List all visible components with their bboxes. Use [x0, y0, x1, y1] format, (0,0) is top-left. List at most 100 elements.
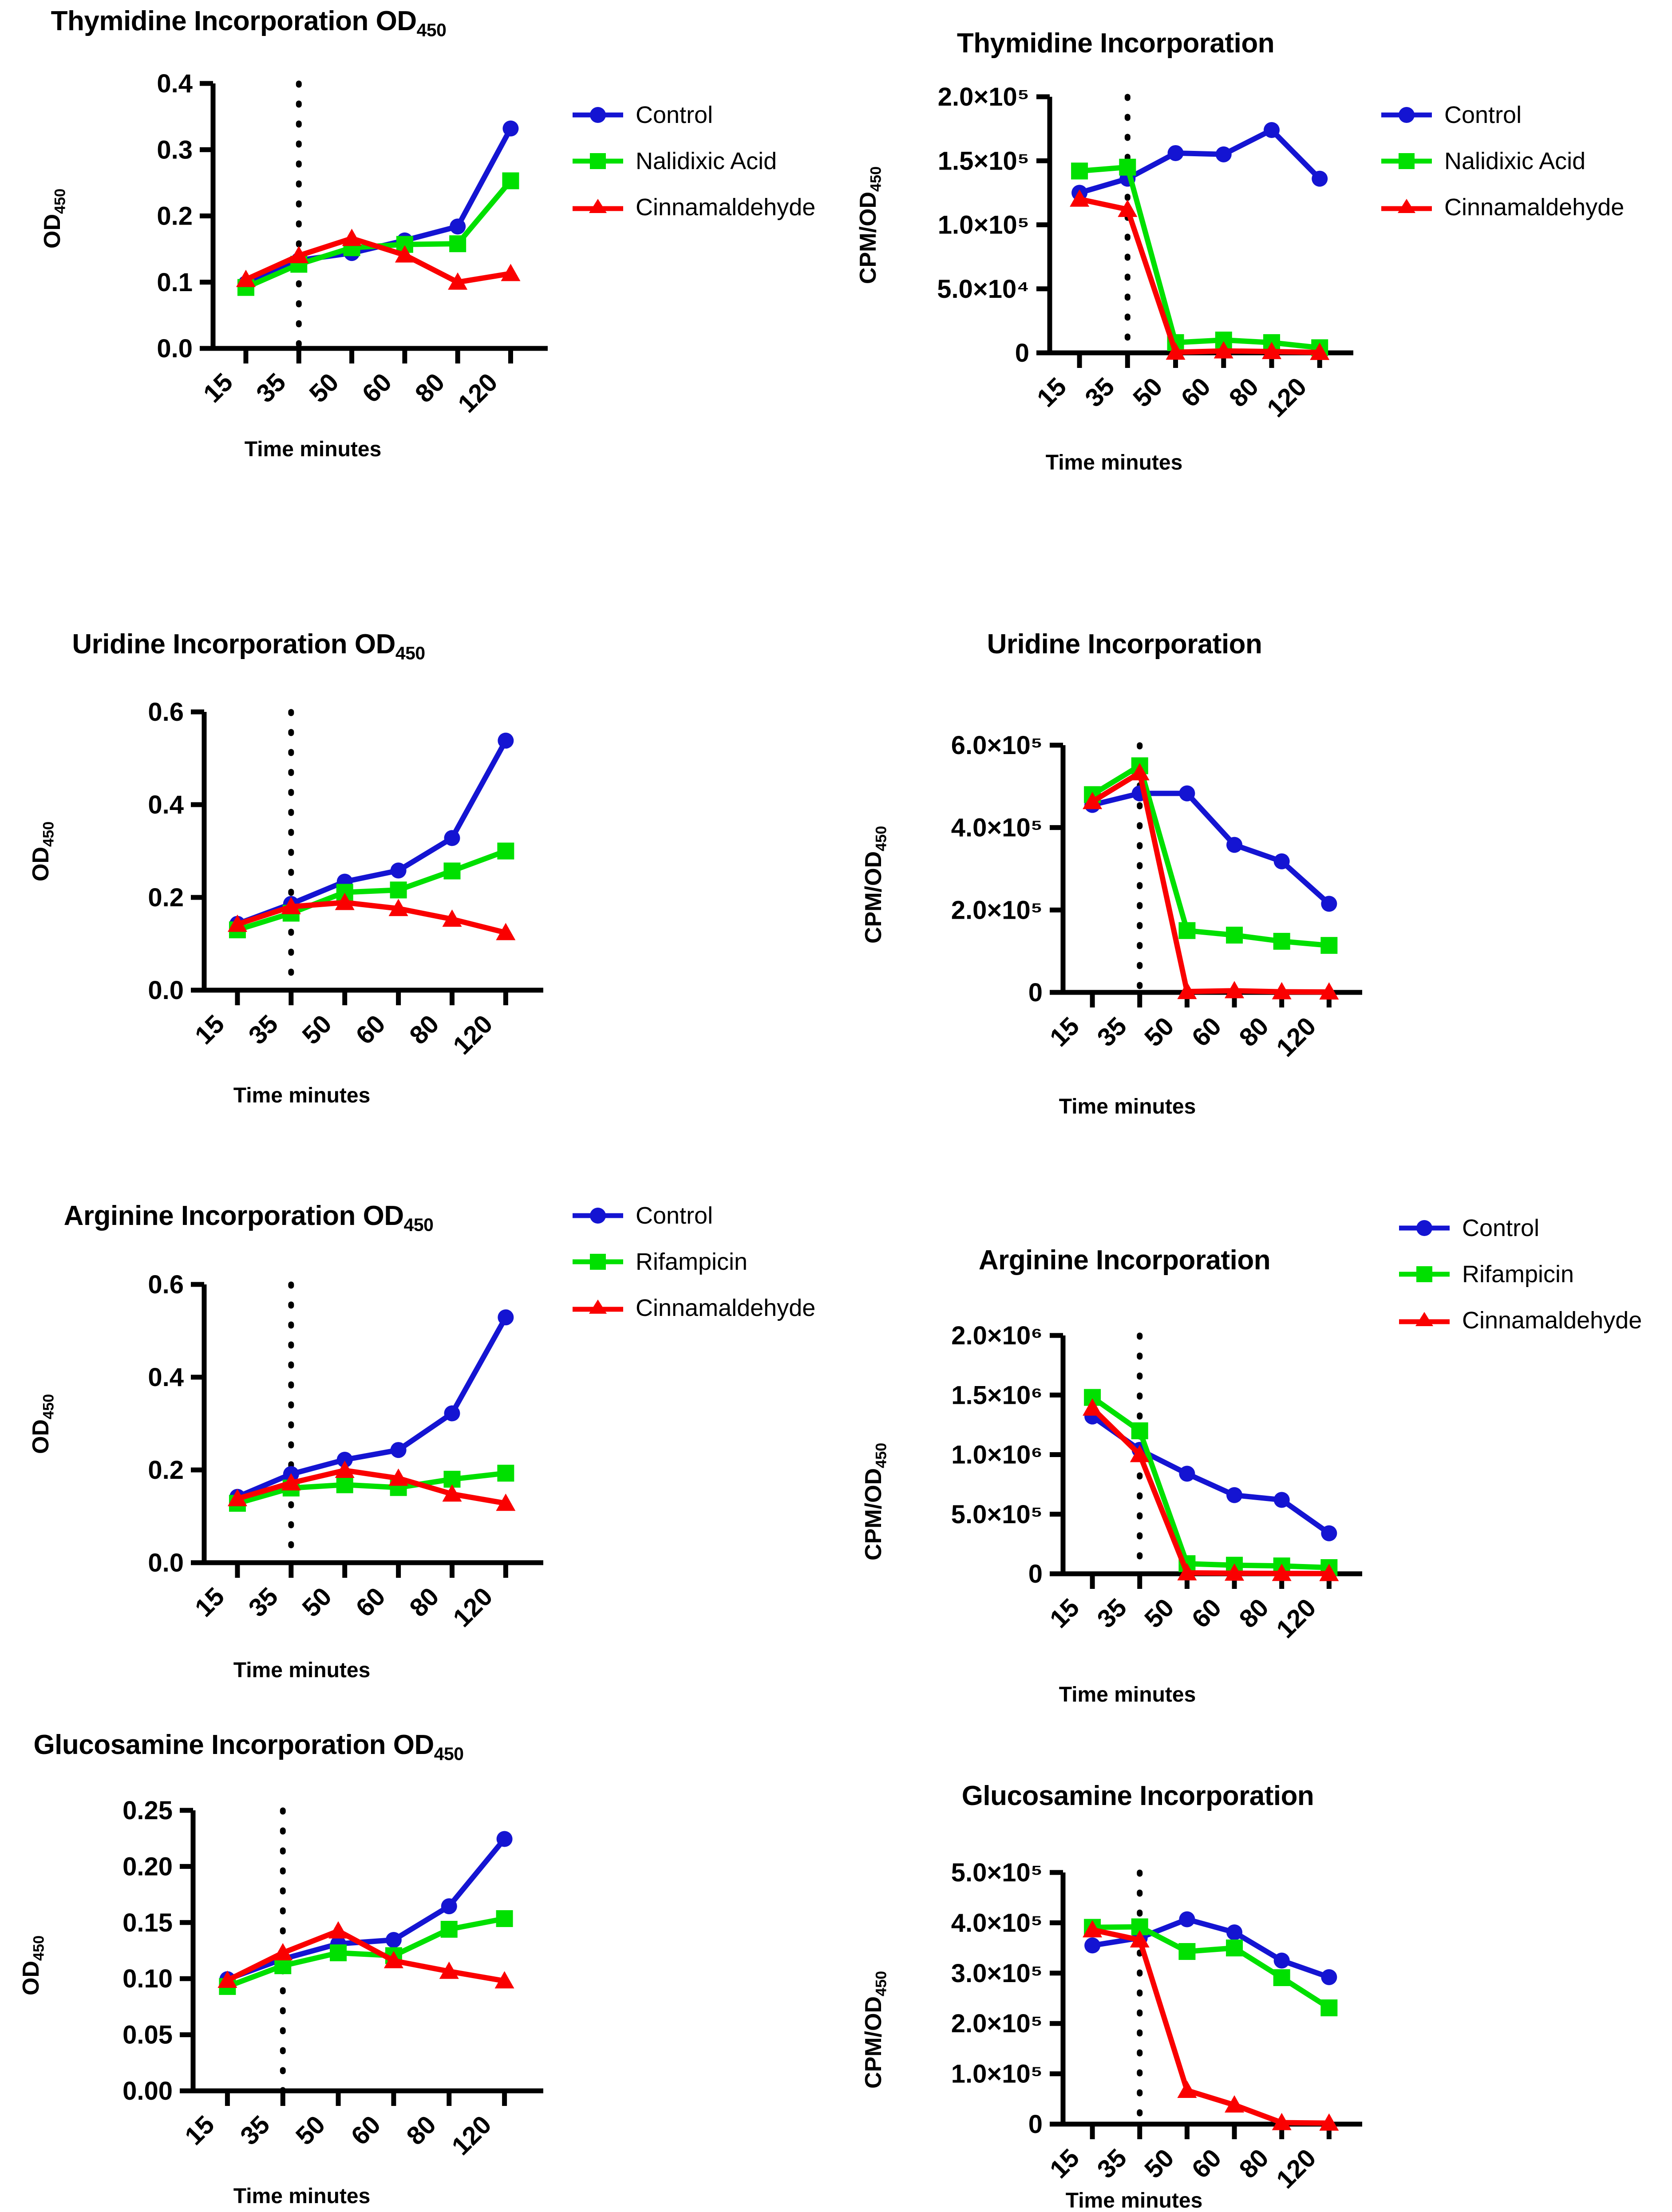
legend-item-control[interactable]: Control [572, 101, 815, 129]
svg-text:0.6: 0.6 [148, 698, 184, 727]
svg-text:120: 120 [1271, 2143, 1321, 2194]
svg-text:1.0×10⁵: 1.0×10⁵ [938, 211, 1029, 240]
panel-title: Thymidine Incorporation [957, 28, 1275, 59]
legend: Control Rifampicin Cinnamaldehyde [1398, 1214, 1642, 1353]
svg-text:0.05: 0.05 [123, 2021, 173, 2050]
legend-key-circle-icon [572, 1205, 624, 1226]
svg-text:2.0×10⁵: 2.0×10⁵ [938, 83, 1029, 111]
svg-text:0.2: 0.2 [148, 883, 184, 912]
y-axis-title: OD450 [28, 821, 57, 881]
panel-thymidine-cpm: Thymidine Incorporation CPM/OD450 Time m… [826, 0, 1672, 553]
legend: Control Nalidixic Acid Cinnamaldehyde [1380, 101, 1624, 240]
legend-label: Control [1444, 102, 1522, 128]
svg-text:60: 60 [350, 1009, 391, 1050]
legend-item-cinnamaldehyde[interactable]: Cinnamaldehyde [1398, 1307, 1642, 1334]
panel-title: Glucosamine Incorporation OD450 [33, 1730, 464, 1764]
legend-item-antibiotic[interactable]: Nalidixic Acid [1380, 147, 1624, 175]
svg-text:120: 120 [1261, 372, 1312, 423]
svg-text:50: 50 [1139, 1011, 1180, 1052]
legend-item-control[interactable]: Control [572, 1202, 815, 1229]
svg-text:0.4: 0.4 [148, 1363, 184, 1392]
plot-area: 0 5.0×10⁵ 1.0×10⁶ 1.5×10⁶ 2.0×10⁶ 15 35 50 60 80 1… [930, 1321, 1374, 1665]
legend-item-antibiotic[interactable]: Nalidixic Acid [572, 147, 815, 175]
svg-text:4.0×10⁵: 4.0×10⁵ [951, 1908, 1043, 1937]
legend-item-antibiotic[interactable]: Rifampicin [1398, 1260, 1642, 1288]
y-axis-title: CPM/OD450 [861, 1442, 890, 1560]
svg-text:0: 0 [1028, 1560, 1043, 1588]
legend-item-cinnamaldehyde[interactable]: Cinnamaldehyde [572, 1294, 815, 1322]
svg-text:0.6: 0.6 [148, 1270, 184, 1299]
y-axis-title: OD450 [28, 1394, 57, 1454]
svg-text:120: 120 [1271, 1011, 1321, 1062]
svg-text:60: 60 [1186, 1011, 1227, 1052]
panel-glucosamine-cpm: Glucosamine Incorporation CPM/OD450 Time… [826, 1698, 1672, 2212]
svg-text:50: 50 [304, 367, 344, 408]
legend-key-square-icon [1398, 1264, 1451, 1284]
svg-text:80: 80 [401, 2110, 442, 2151]
panel-title: Glucosamine Incorporation [961, 1781, 1314, 1811]
svg-text:60: 60 [1186, 1593, 1227, 1634]
svg-text:15: 15 [179, 2110, 220, 2151]
svg-text:50: 50 [1139, 1593, 1180, 1634]
plot-area: 0 5.0×10⁴ 1.0×10⁵ 1.5×10⁵ 2.0×10⁵ 15 35 50 60 80 1… [917, 83, 1365, 444]
svg-text:2.0×10⁵: 2.0×10⁵ [951, 896, 1043, 924]
svg-text:3.0×10⁵: 3.0×10⁵ [951, 1959, 1043, 1988]
x-axis-title: Time minutes [1059, 1683, 1196, 1706]
x-axis-title: Time minutes [233, 2184, 371, 2208]
legend-item-cinnamaldehyde[interactable]: Cinnamaldehyde [572, 194, 815, 221]
plot-area: 0.0 0.1 0.2 0.3 0.4 15 35 50 60 80 120 [80, 69, 559, 439]
legend-item-antibiotic[interactable]: Rifampicin [572, 1248, 815, 1276]
svg-text:15: 15 [198, 367, 239, 408]
svg-text:0.10: 0.10 [123, 1964, 173, 1993]
svg-text:80: 80 [1233, 1011, 1274, 1052]
svg-text:35: 35 [251, 367, 292, 408]
legend-label: Rifampicin [1462, 1261, 1574, 1288]
svg-text:50: 50 [290, 2110, 331, 2151]
legend-item-control[interactable]: Control [1398, 1214, 1642, 1242]
x-axis-title: Time minutes [233, 1659, 371, 1682]
legend: Control Nalidixic Acid Cinnamaldehyde [572, 101, 815, 240]
svg-text:15: 15 [190, 1009, 230, 1050]
x-axis-title: Time minutes [1065, 2189, 1203, 2212]
svg-text:80: 80 [404, 1009, 445, 1050]
svg-text:15: 15 [190, 1582, 230, 1623]
legend: Control Rifampicin Cinnamaldehyde [572, 1202, 815, 1340]
svg-text:80: 80 [1224, 372, 1265, 413]
plot-area: 0.0 0.2 0.4 0.6 15 35 50 60 80 120 [71, 698, 555, 1081]
svg-text:35: 35 [243, 1009, 284, 1050]
panel-title: Arginine Incorporation [978, 1245, 1271, 1276]
legend-label: Cinnamaldehyde [636, 1295, 816, 1321]
legend-key-triangle-icon [572, 1298, 624, 1318]
svg-text:60: 60 [1175, 372, 1216, 413]
svg-text:1.5×10⁵: 1.5×10⁵ [938, 146, 1029, 175]
y-axis-title: OD450 [40, 188, 69, 249]
svg-text:0: 0 [1028, 978, 1043, 1007]
plot-area: 0 1.0×10⁵ 2.0×10⁵ 3.0×10⁵ 4.0×10⁵ 5.0×10⁵ 15 35… [930, 1858, 1374, 2212]
panel-glucosamine-od: Glucosamine Incorporation OD450 OD450 Ti… [0, 1698, 826, 2212]
x-axis-title: Time minutes [1045, 451, 1183, 474]
panel-uridine-cpm: Uridine Incorporation CPM/OD450 Time min… [826, 553, 1672, 1334]
plot-area: 0 2.0×10⁵ 4.0×10⁵ 6.0×10⁵ 15 35 50 60 80 120 [930, 731, 1374, 1083]
legend-key-circle-icon [572, 105, 624, 125]
svg-text:50: 50 [296, 1582, 337, 1623]
legend-item-control[interactable]: Control [1380, 101, 1624, 129]
svg-text:0.2: 0.2 [148, 1456, 184, 1485]
svg-text:80: 80 [410, 367, 451, 408]
legend-item-cinnamaldehyde[interactable]: Cinnamaldehyde [1380, 194, 1624, 221]
svg-text:50: 50 [1139, 2143, 1180, 2184]
svg-text:0.25: 0.25 [123, 1796, 173, 1825]
svg-text:6.0×10⁵: 6.0×10⁵ [951, 731, 1043, 760]
panel-title: Arginine Incorporation OD450 [63, 1201, 434, 1235]
panel-title: Uridine Incorporation OD450 [72, 629, 425, 664]
svg-text:0.15: 0.15 [123, 1908, 173, 1937]
svg-text:0: 0 [1028, 2110, 1043, 2139]
svg-text:120: 120 [1271, 1593, 1321, 1643]
panel-arginine-cpm: Arginine Incorporation CPM/OD450 Time mi… [826, 1126, 1672, 1706]
svg-text:2.0×10⁶: 2.0×10⁶ [951, 1321, 1043, 1350]
svg-text:15: 15 [1044, 1593, 1085, 1634]
legend-key-square-icon [572, 1252, 624, 1272]
svg-text:80: 80 [404, 1582, 445, 1623]
legend-label: Cinnamaldehyde [1444, 194, 1625, 221]
svg-text:1.0×10⁵: 1.0×10⁵ [951, 2060, 1043, 2089]
